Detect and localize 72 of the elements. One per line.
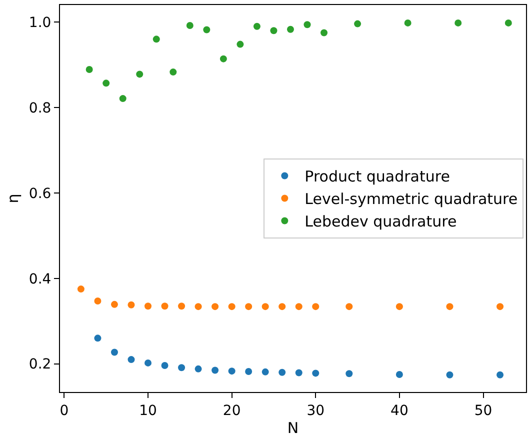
x-tick-label: 10 <box>139 402 157 419</box>
point <box>94 334 102 342</box>
legend-label: Product quadrature <box>304 168 450 186</box>
point <box>262 368 269 376</box>
point <box>253 22 260 30</box>
x-axis-title: N <box>287 418 299 437</box>
point <box>212 303 219 310</box>
point <box>446 303 454 310</box>
y-axis-title: η <box>4 194 22 204</box>
point <box>236 40 244 48</box>
point <box>220 55 227 62</box>
point <box>152 36 160 43</box>
y-tick-label: 0.6 <box>28 186 52 202</box>
point <box>86 66 93 73</box>
point <box>178 302 186 310</box>
point <box>110 348 118 356</box>
point <box>496 303 504 310</box>
point <box>144 302 152 310</box>
point <box>203 26 210 34</box>
point <box>77 286 84 293</box>
point <box>295 369 302 376</box>
legend-label: Level-symmetric quadrature <box>304 190 518 208</box>
point <box>144 359 152 366</box>
point <box>161 362 168 370</box>
point <box>354 20 362 28</box>
y-tick-label: 0.8 <box>28 100 52 116</box>
y-tick-label: 0.4 <box>28 271 52 288</box>
point <box>245 368 252 375</box>
point <box>304 21 311 28</box>
y-tick-label: 1.0 <box>28 14 52 31</box>
x-tick-label: 0 <box>60 402 69 419</box>
point <box>119 95 126 102</box>
y-tick-label: 0.2 <box>28 356 52 373</box>
point <box>454 19 462 26</box>
point <box>170 68 177 76</box>
point <box>504 19 512 26</box>
point <box>278 303 286 310</box>
point <box>404 19 412 26</box>
point <box>270 27 278 34</box>
point <box>194 365 202 372</box>
x-tick-label: 30 <box>306 402 325 419</box>
point <box>194 303 202 310</box>
point <box>320 29 328 36</box>
point <box>295 303 302 310</box>
point <box>228 368 236 375</box>
point <box>286 26 294 33</box>
x-tick-label: 50 <box>474 402 492 419</box>
point <box>228 303 236 310</box>
point <box>212 366 219 374</box>
point <box>496 371 504 378</box>
point <box>110 300 118 308</box>
point <box>128 356 135 364</box>
point <box>278 368 286 376</box>
point <box>102 80 110 87</box>
point <box>396 303 403 310</box>
point <box>136 70 144 78</box>
point <box>186 22 194 29</box>
point <box>178 364 186 372</box>
point <box>446 371 454 378</box>
point <box>161 302 168 310</box>
point <box>262 303 269 310</box>
point <box>128 301 135 308</box>
point <box>346 303 353 310</box>
legend-label: Lebedev quadrature <box>304 212 457 231</box>
x-tick-label: 40 <box>390 402 408 419</box>
point <box>312 303 320 310</box>
point <box>346 370 353 378</box>
point <box>245 303 252 310</box>
point <box>94 298 102 305</box>
point <box>396 370 403 378</box>
x-tick-label: 20 <box>222 402 241 419</box>
point <box>312 370 320 377</box>
